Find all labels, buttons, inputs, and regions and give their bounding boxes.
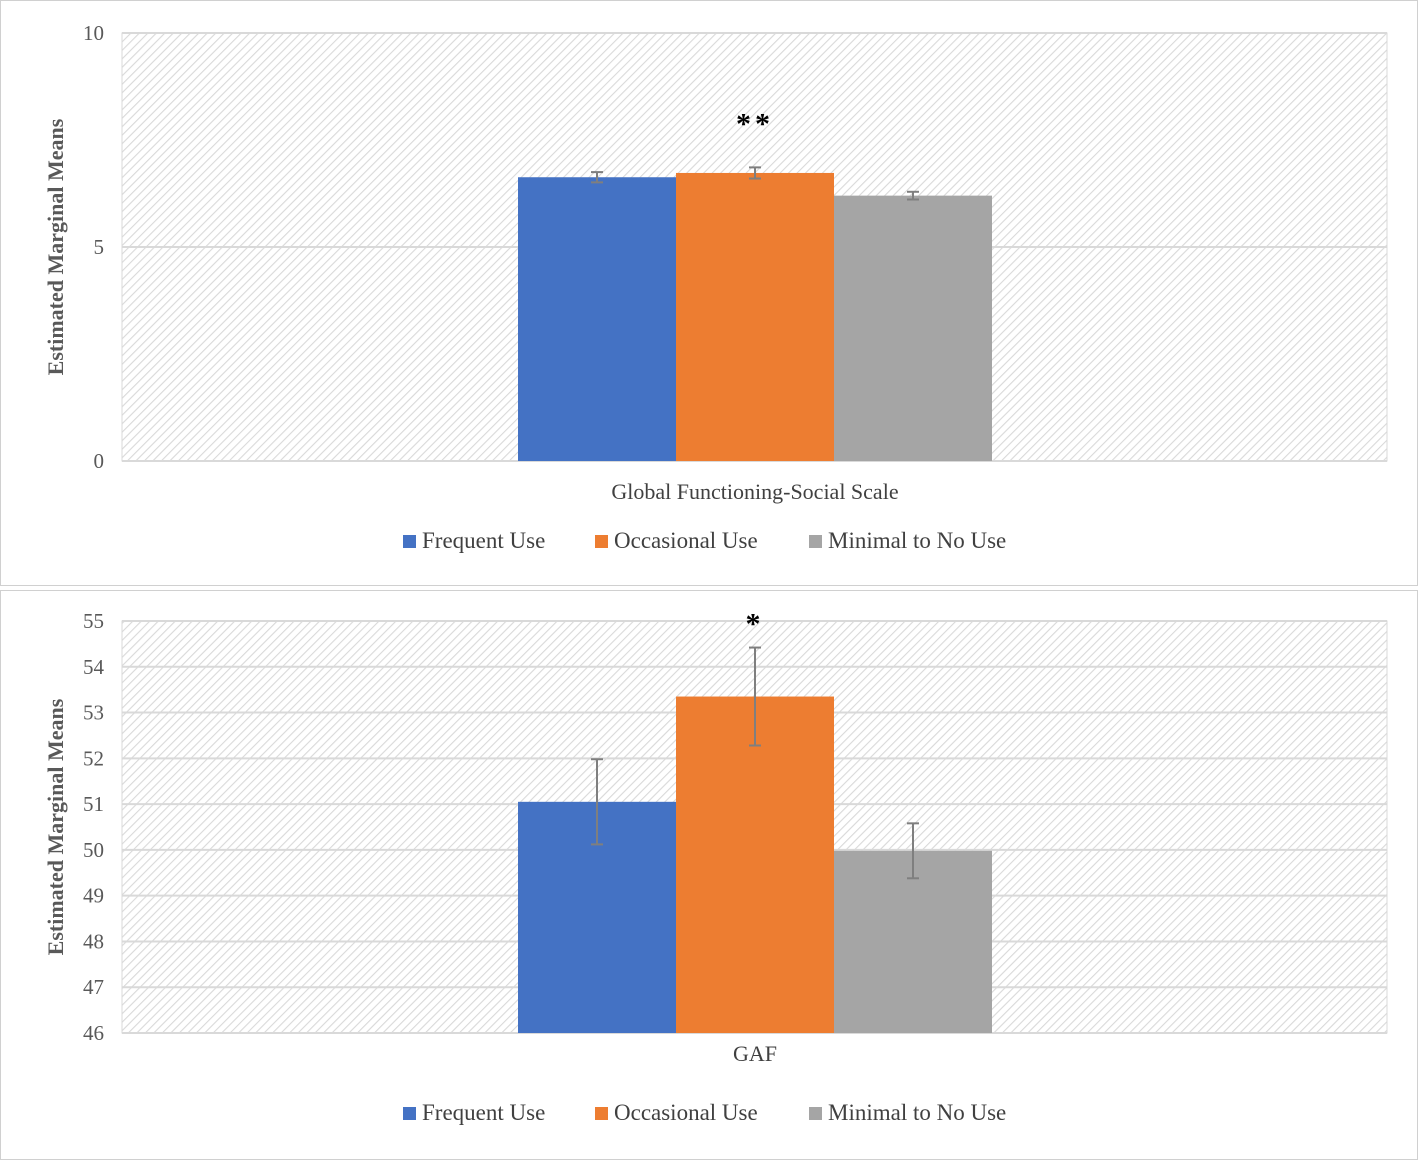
legend-item-frequent: Frequent Use	[403, 528, 545, 553]
error-bar-minimal	[907, 822, 919, 880]
bar-occasional	[676, 172, 834, 461]
legend-swatch	[595, 535, 608, 548]
y-tick-label: 51	[83, 792, 104, 816]
legend-item-occasional: Occasional Use	[595, 1100, 758, 1125]
legend-item-minimal: Minimal to No Use	[809, 1100, 1006, 1125]
legend-swatch	[403, 535, 416, 548]
error-bar-occasional	[749, 646, 761, 747]
legend-label: Occasional Use	[614, 528, 758, 553]
x-category-label: Global Functioning-Social Scale	[611, 479, 898, 504]
chart-gaf: 46 47 48 49 50 51 52 53 54 55 Estimated Marginal M…	[43, 608, 1388, 1125]
error-bar-frequent	[591, 171, 603, 184]
chart-panel-gaf: 46 47 48 49 50 51 52 53 54 55 Estimated Marginal M…	[0, 590, 1418, 1160]
legend-swatch	[595, 1107, 608, 1120]
y-tick-label: 55	[83, 609, 104, 633]
y-tick-label: 52	[83, 746, 104, 770]
legend-item-occasional: Occasional Use	[595, 528, 758, 553]
bar-minimal	[834, 850, 992, 1033]
y-axis-label: Estimated Marginal Means	[43, 118, 68, 375]
legend-item-frequent: Frequent Use	[403, 1100, 545, 1125]
bar-minimal	[834, 195, 992, 461]
y-tick-label: 5	[94, 235, 105, 259]
error-bar-occasional	[749, 166, 761, 180]
legend-label: Minimal to No Use	[828, 528, 1006, 553]
y-tick-label: 49	[83, 884, 104, 908]
legend-label: Minimal to No Use	[828, 1100, 1006, 1125]
y-tick-label: 47	[83, 975, 104, 999]
legend-swatch	[809, 535, 822, 548]
y-tick-label: 54	[83, 655, 105, 679]
y-tick-label: 0	[94, 449, 105, 473]
chart-gfss: 0 5 10 Estimated Marginal Means ** Global Fun…	[43, 21, 1388, 553]
x-category-label: GAF	[733, 1041, 777, 1066]
significance-annotation: *	[746, 608, 765, 641]
bar-occasional	[676, 696, 834, 1033]
legend-label: Frequent Use	[422, 528, 545, 553]
y-axis-label: Estimated Marginal Means	[43, 698, 68, 955]
y-tick-label: 10	[83, 21, 104, 45]
error-bar-minimal	[907, 190, 919, 201]
y-tick-label: 48	[83, 929, 104, 953]
bar-frequent	[518, 177, 676, 461]
legend-swatch	[403, 1107, 416, 1120]
legend-item-minimal: Minimal to No Use	[809, 528, 1006, 553]
chart-panel-gfss: 0 5 10 Estimated Marginal Means ** Global Fun…	[0, 0, 1418, 586]
y-tick-label: 50	[83, 838, 104, 862]
legend-label: Frequent Use	[422, 1100, 545, 1125]
legend-swatch	[809, 1107, 822, 1120]
error-bar-frequent	[591, 758, 603, 846]
legend-label: Occasional Use	[614, 1100, 758, 1125]
significance-annotation: **	[736, 107, 774, 140]
y-tick-label: 46	[83, 1021, 104, 1045]
y-tick-label: 53	[83, 701, 104, 725]
